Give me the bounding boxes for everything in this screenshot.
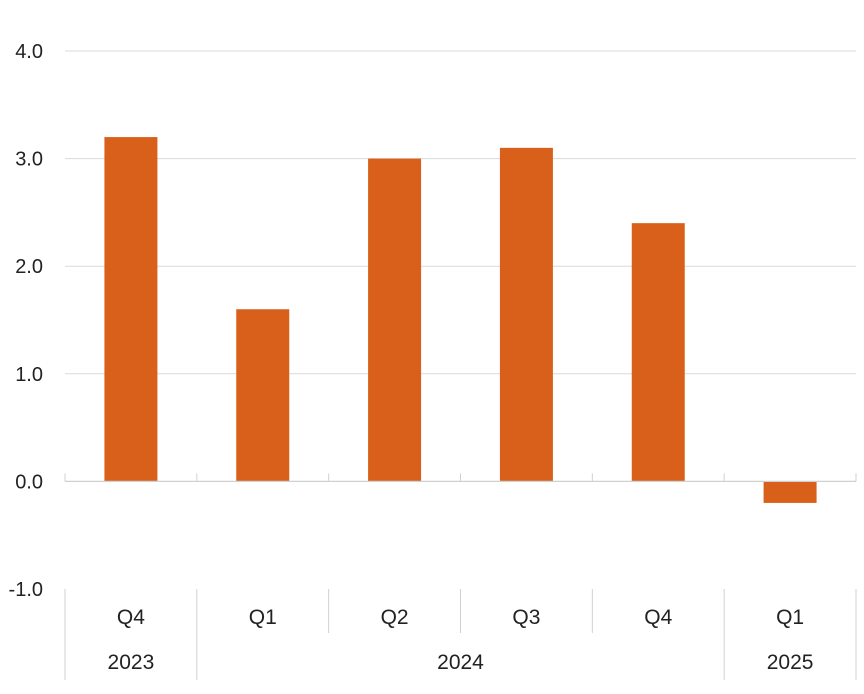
bars xyxy=(104,137,817,503)
x-group-label: 2025 xyxy=(767,651,814,674)
x-axis: Q4 Q1 Q2 Q3 Q4 Q1 2023 2024 2025 xyxy=(64,473,857,680)
y-tick-label: -1.0 xyxy=(9,579,43,601)
bar xyxy=(763,481,817,503)
x-category-label: Q4 xyxy=(644,606,672,629)
y-tick-label: 1.0 xyxy=(15,364,43,386)
x-category-label: Q1 xyxy=(249,606,277,629)
y-tick-label: 4.0 xyxy=(15,41,43,63)
y-tick-label: 3.0 xyxy=(15,149,43,171)
x-category-label: Q4 xyxy=(117,606,145,629)
x-category-label: Q2 xyxy=(381,606,409,629)
x-category-label: Q1 xyxy=(776,606,804,629)
y-tick-label: 2.0 xyxy=(15,256,43,278)
bar xyxy=(499,147,553,482)
bar xyxy=(368,158,422,482)
bar xyxy=(104,137,158,482)
y-axis: 4.0 3.0 2.0 1.0 0.0 -1.0 xyxy=(9,41,43,601)
y-tick-label: 0.0 xyxy=(15,471,43,493)
bar xyxy=(631,223,685,482)
x-category-label: Q3 xyxy=(512,606,540,629)
gridlines xyxy=(65,50,856,375)
x-group-label: 2024 xyxy=(437,651,484,674)
x-group-label: 2023 xyxy=(108,651,155,674)
bar xyxy=(236,309,290,482)
